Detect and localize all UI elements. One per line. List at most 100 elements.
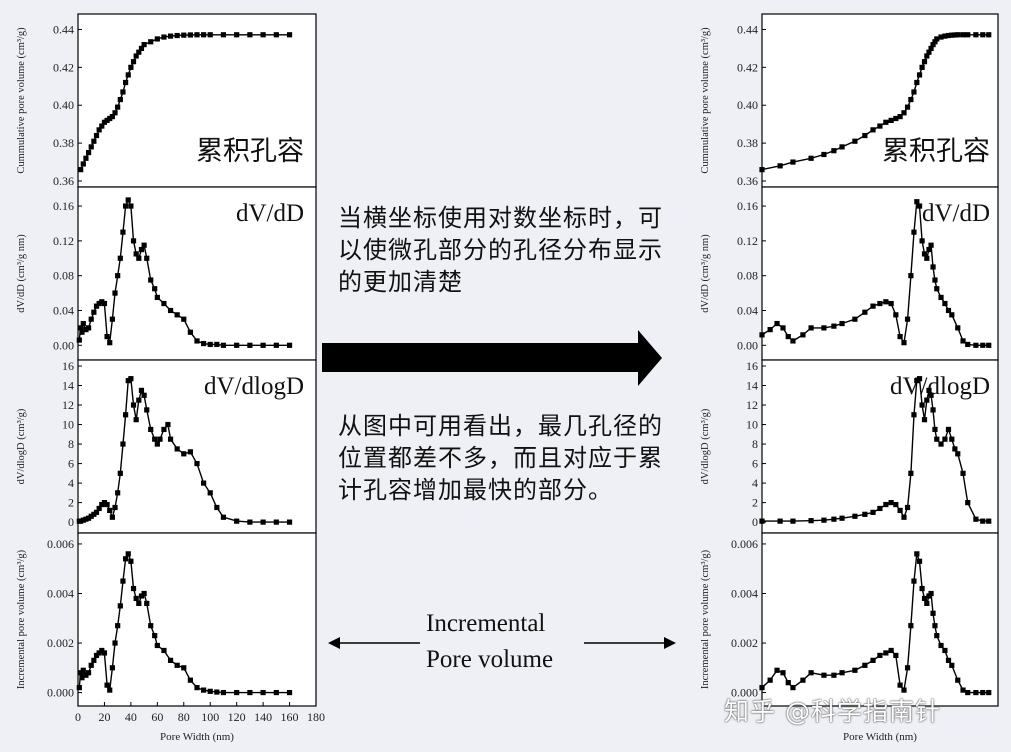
data-point [144, 600, 150, 606]
data-point [916, 72, 923, 78]
data-point [960, 687, 966, 693]
data-point [128, 203, 134, 209]
data-point [930, 42, 936, 48]
data-point [247, 342, 253, 348]
data-point [831, 516, 837, 522]
data-point [138, 593, 145, 599]
data-point [897, 682, 903, 688]
x-tick-label: 140 [254, 710, 272, 724]
data-point [980, 518, 986, 524]
data-point [911, 578, 917, 584]
data-point [120, 578, 126, 584]
data-point [152, 286, 158, 292]
panel-label: 累积孔容 [882, 136, 990, 166]
series-line [78, 198, 290, 346]
y-tick-label: 10 [746, 418, 758, 432]
panel-left-1: 0.36 0.38 0.40 0.42 0.44 Cummulative pore vol… [16, 13, 317, 188]
data-point [919, 64, 925, 70]
y-tick-label: 12 [62, 398, 74, 412]
data-point [901, 340, 907, 346]
y-tick-label: 0.006 [47, 537, 74, 551]
data-point [877, 123, 883, 129]
data-point [88, 144, 94, 150]
data-point [926, 49, 932, 55]
data-point [273, 689, 279, 696]
data-point [99, 123, 105, 129]
data-point [986, 689, 992, 696]
data-point [144, 255, 150, 261]
data-point [91, 309, 97, 315]
data-point [154, 441, 160, 447]
data-point [99, 647, 105, 654]
y-tick-label: 8 [752, 437, 758, 451]
data-point [904, 104, 911, 110]
data-point [207, 32, 213, 38]
data-point [808, 518, 814, 524]
data-point [893, 501, 899, 508]
panel-right-3: 0 2 4 6 8 10 12 14 16 dV/dlogD (cm³/g) dV/dlogD [700, 359, 999, 534]
data-point [115, 273, 121, 279]
y-tick-label: 14 [62, 379, 74, 393]
data-point [109, 114, 115, 120]
data-point [85, 325, 92, 331]
data-point [101, 650, 108, 656]
data-point [207, 341, 213, 348]
data-point [76, 685, 82, 691]
data-point [96, 127, 102, 133]
data-point [157, 436, 163, 442]
x-tick-label: 60 [151, 710, 163, 724]
panel-label: dV/dD [922, 200, 990, 227]
data-point [194, 685, 200, 691]
x-tick-label: 160 [281, 710, 299, 724]
data-point [112, 504, 118, 511]
incremental-arrow-right-head [664, 637, 676, 649]
data-point [207, 688, 213, 694]
incremental-label-line2: Pore volume [426, 646, 554, 673]
data-point [167, 436, 174, 442]
data-point [938, 294, 944, 301]
data-point [141, 392, 147, 398]
data-point [83, 672, 89, 678]
data-point [174, 446, 180, 452]
data-point [85, 149, 92, 156]
data-point [883, 501, 889, 508]
data-point [286, 519, 293, 525]
data-point [152, 436, 158, 442]
data-point [138, 45, 145, 52]
data-point [932, 277, 938, 283]
data-point [220, 32, 227, 38]
incremental-pore-volume-label: Incremental Pore volume [426, 606, 553, 678]
data-point [247, 32, 253, 38]
watermark: 知乎 @科学指南针 [724, 697, 941, 726]
data-point [945, 426, 952, 433]
y-tick-label: 0 [68, 515, 74, 529]
data-point [104, 117, 110, 123]
data-point [986, 32, 992, 38]
data-point [88, 316, 94, 322]
data-point [96, 300, 102, 307]
data-point [932, 623, 938, 629]
data-point [194, 460, 200, 467]
data-point [101, 500, 108, 506]
data-point [774, 667, 780, 673]
data-point [79, 675, 85, 681]
y-tick-label: 16 [746, 359, 758, 373]
data-point [187, 32, 193, 38]
panel-left-4: 0.000 0.002 0.004 0.006 Incremental pore vol… [16, 532, 325, 724]
data-point [945, 657, 952, 663]
data-point [960, 338, 966, 344]
data-point [273, 342, 279, 348]
data-point [914, 378, 920, 384]
y-axis-label: dV/dlogD (cm³/g) [700, 408, 711, 484]
data-point [220, 689, 227, 696]
data-point [934, 286, 940, 292]
data-point [955, 677, 961, 683]
data-point [133, 595, 139, 602]
data-point [928, 242, 934, 248]
data-point [914, 551, 920, 557]
data-point [949, 662, 955, 668]
data-point [141, 590, 147, 597]
data-point [870, 509, 876, 515]
data-point [286, 32, 293, 38]
x-axis-label: Pore Width (nm) [843, 731, 917, 743]
